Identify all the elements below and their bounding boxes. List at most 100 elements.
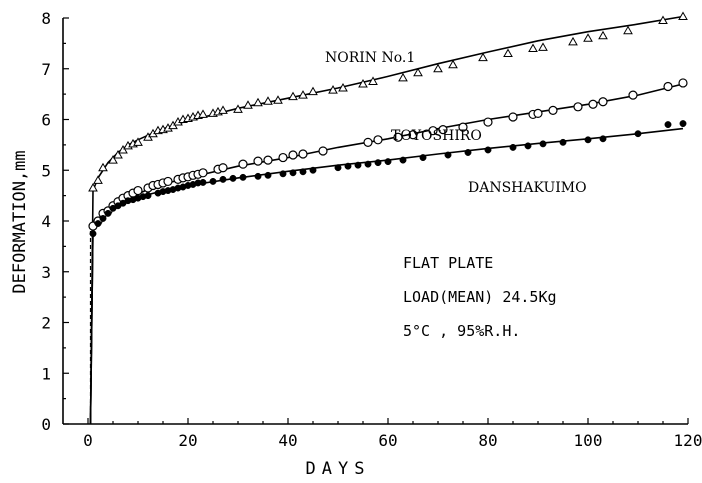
data-point-filled-circle [344, 162, 352, 170]
y-tick-label: 3 [41, 263, 51, 282]
series-label-toyoshiro: TOYOSHIRO [391, 128, 482, 144]
y-tick-label: 7 [41, 60, 51, 79]
x-tick-label: 20 [178, 431, 197, 450]
fit-lines [89, 15, 684, 425]
data-point-triangle [133, 137, 143, 146]
data-point-filled-circle [679, 120, 687, 128]
data-point-triangle [678, 11, 688, 20]
data-point-triangle [118, 144, 128, 154]
data-point-triangle [88, 183, 98, 192]
data-point-filled-circle [634, 130, 642, 138]
data-point-open-circle [588, 99, 598, 109]
data-point-filled-circle [539, 140, 547, 148]
data-point-open-circle [408, 130, 418, 140]
data-point-open-circle [438, 125, 448, 135]
data-point-triangle [108, 155, 118, 164]
data-point-open-circle [678, 78, 688, 88]
x-tick-label: 100 [574, 431, 603, 450]
data-point-triangle [448, 59, 458, 69]
x-tick-label: 80 [478, 431, 497, 450]
data-point-filled-circle [279, 170, 287, 178]
fit-line-series-2 [89, 127, 684, 425]
data-point-triangle [198, 109, 208, 118]
data-point-triangle [598, 30, 608, 40]
data-point-filled-circle [364, 160, 372, 168]
data-point-triangle [623, 25, 633, 35]
y-tick-label: 5 [41, 161, 51, 180]
data-point-filled-circle [209, 177, 217, 185]
data-point-filled-circle [254, 172, 262, 180]
data-point-triangle [433, 63, 443, 73]
data-points [88, 11, 688, 238]
y-tick-label: 1 [41, 364, 51, 383]
data-point-triangle [288, 91, 298, 101]
data-point-triangle [243, 100, 253, 109]
data-point-filled-circle [309, 166, 317, 174]
x-tick-label: 0 [83, 431, 93, 450]
data-point-triangle [568, 36, 578, 46]
data-point-triangle [503, 48, 513, 58]
data-point-open-circle [373, 135, 383, 145]
data-point-filled-circle [599, 135, 607, 143]
data-point-filled-circle [444, 151, 452, 159]
data-point-triangle [583, 33, 593, 42]
data-point-triangle [98, 162, 108, 172]
data-point-open-circle [458, 122, 468, 132]
data-point-triangle [368, 76, 378, 85]
data-point-open-circle [288, 150, 298, 160]
data-point-triangle [413, 67, 423, 77]
data-point-triangle [528, 43, 538, 52]
data-point-open-circle [573, 102, 583, 112]
data-point-open-circle [238, 159, 248, 169]
data-point-open-circle [363, 137, 373, 147]
data-point-filled-circle [334, 164, 342, 172]
data-point-triangle [93, 175, 103, 184]
data-point-filled-circle [104, 209, 112, 217]
data-point-triangle [338, 83, 348, 92]
data-point-triangle [298, 90, 308, 99]
data-point-triangle [218, 105, 228, 114]
data-point-open-circle [198, 168, 208, 178]
x-tick-label: 120 [674, 431, 702, 450]
data-point-open-circle [598, 97, 608, 107]
data-point-triangle [328, 85, 338, 94]
fit-line-series-0 [89, 15, 684, 425]
data-point-filled-circle [484, 146, 492, 154]
data-point-triangle [263, 96, 273, 105]
y-tick-label: 4 [41, 212, 51, 231]
note-flat-plate: FLAT PLATE [403, 254, 493, 272]
data-point-triangle [253, 97, 263, 107]
data-point-filled-circle [524, 142, 532, 150]
x-tick-label: 60 [378, 431, 397, 450]
fit-line-series-1 [89, 83, 684, 425]
data-point-triangle [233, 104, 243, 113]
series-label-norin: NORIN No.1 [325, 50, 415, 66]
y-tick-label: 2 [41, 314, 51, 333]
data-point-filled-circle [584, 136, 592, 144]
data-point-open-circle [533, 108, 543, 119]
data-point-filled-circle [219, 175, 227, 183]
data-point-open-circle [278, 152, 288, 163]
data-point-open-circle [428, 126, 438, 136]
data-point-triangle [658, 15, 668, 25]
data-point-triangle [273, 95, 283, 104]
note-conditions: 5°C , 95%R.H. [403, 322, 520, 340]
data-point-filled-circle [559, 138, 567, 146]
data-point-filled-circle [664, 121, 672, 129]
data-point-open-circle [133, 185, 143, 196]
data-point-open-circle [263, 155, 273, 165]
data-point-triangle [478, 52, 488, 62]
data-point-filled-circle [94, 220, 102, 227]
data-point-filled-circle [264, 171, 272, 179]
data-point-filled-circle [144, 192, 152, 200]
data-point-triangle [308, 86, 318, 96]
data-point-filled-circle [229, 174, 237, 182]
note-load: LOAD(MEAN) 24.5Kg [403, 288, 557, 306]
data-point-filled-circle [89, 230, 97, 238]
data-point-triangle [358, 78, 368, 88]
data-point-filled-circle [99, 215, 107, 222]
data-point-filled-circle [464, 149, 472, 156]
data-point-open-circle [508, 112, 518, 122]
